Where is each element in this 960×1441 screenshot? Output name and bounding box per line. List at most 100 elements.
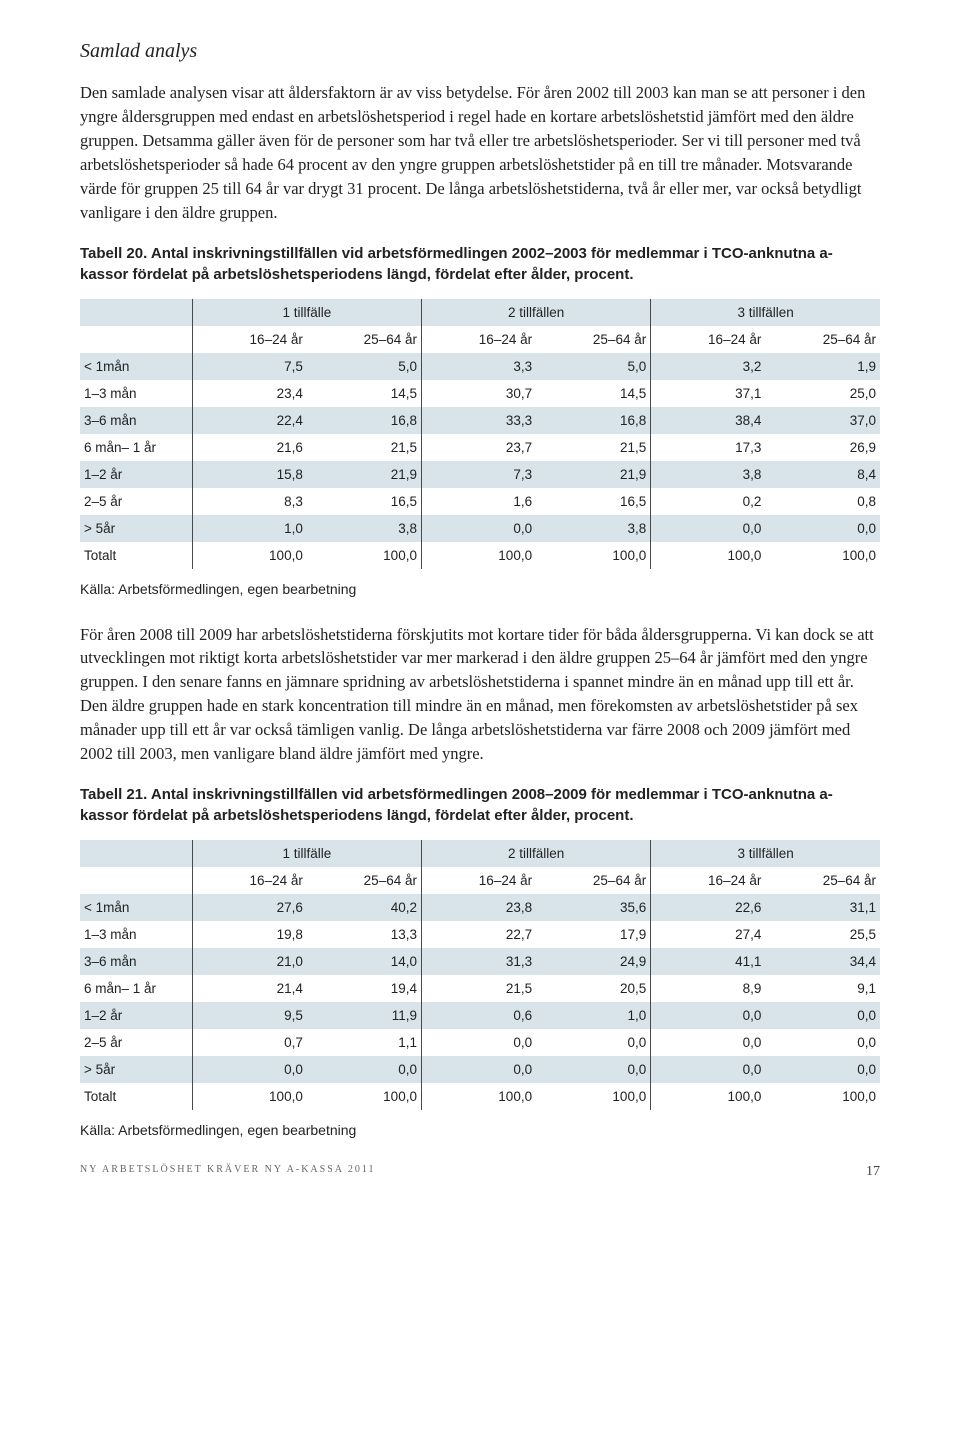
table-cell: 41,1 <box>651 948 766 975</box>
table-cell: 100,0 <box>421 542 536 569</box>
table-cell: 22,7 <box>421 921 536 948</box>
table-cell: 35,6 <box>536 894 651 921</box>
sub-header: 16–24 år <box>651 326 766 353</box>
sub-header-blank <box>80 326 192 353</box>
table-cell: 100,0 <box>421 1083 536 1110</box>
table-cell: 0,0 <box>536 1029 651 1056</box>
page-number: 17 <box>866 1164 880 1180</box>
group-header: 2 tillfällen <box>421 840 650 867</box>
table-cell: 31,3 <box>421 948 536 975</box>
table-cell: 0,0 <box>765 1002 880 1029</box>
row-label: 6 mån– 1 år <box>80 434 192 461</box>
table-cell: 5,0 <box>307 353 422 380</box>
table-row: 3–6 mån21,014,031,324,941,134,4 <box>80 948 880 975</box>
table-cell: 16,8 <box>536 407 651 434</box>
table-cell: 23,8 <box>421 894 536 921</box>
table-cell: 14,0 <box>307 948 422 975</box>
table-cell: 17,9 <box>536 921 651 948</box>
table-cell: 21,6 <box>192 434 307 461</box>
table-cell: 21,9 <box>307 461 422 488</box>
table-cell: 8,3 <box>192 488 307 515</box>
table-row: > 5år1,03,80,03,80,00,0 <box>80 515 880 542</box>
table-cell: 0,0 <box>421 1029 536 1056</box>
row-label: Totalt <box>80 1083 192 1110</box>
table-cell: 1,1 <box>307 1029 422 1056</box>
table-stub-header <box>80 840 192 867</box>
data-table-21: 1 tillfälle 2 tillfällen 3 tillfällen 16… <box>80 840 880 1110</box>
table-cell: 0,0 <box>536 1056 651 1083</box>
table-cell: 1,0 <box>192 515 307 542</box>
sub-header: 16–24 år <box>651 867 766 894</box>
table-cell: 21,5 <box>307 434 422 461</box>
table-cell: 17,3 <box>651 434 766 461</box>
sub-header: 25–64 år <box>307 326 422 353</box>
table-cell: 24,9 <box>536 948 651 975</box>
table-cell: 100,0 <box>651 1083 766 1110</box>
table-cell: 15,8 <box>192 461 307 488</box>
table-cell: 30,7 <box>421 380 536 407</box>
table-cell: 16,5 <box>536 488 651 515</box>
table-cell: 20,5 <box>536 975 651 1002</box>
sub-header: 25–64 år <box>307 867 422 894</box>
table-cell: 0,8 <box>765 488 880 515</box>
table-row: < 1mån27,640,223,835,622,631,1 <box>80 894 880 921</box>
table-row: 1–3 mån23,414,530,714,537,125,0 <box>80 380 880 407</box>
table-cell: 1,6 <box>421 488 536 515</box>
table-cell: 0,0 <box>651 1029 766 1056</box>
sub-header: 16–24 år <box>192 326 307 353</box>
section-heading: Samlad analys <box>80 40 880 63</box>
table21-caption: Tabell 21. Antal inskrivningstillfällen … <box>80 784 880 826</box>
table-cell: 21,5 <box>421 975 536 1002</box>
table-row: 3–6 mån22,416,833,316,838,437,0 <box>80 407 880 434</box>
table-cell: 100,0 <box>192 1083 307 1110</box>
table-row: > 5år0,00,00,00,00,00,0 <box>80 1056 880 1083</box>
table-row: 2–5 år8,316,51,616,50,20,8 <box>80 488 880 515</box>
table-cell: 11,9 <box>307 1002 422 1029</box>
row-label: > 5år <box>80 515 192 542</box>
table-cell: 7,3 <box>421 461 536 488</box>
table-cell: 31,1 <box>765 894 880 921</box>
sub-header: 16–24 år <box>421 867 536 894</box>
table-cell: 1,9 <box>765 353 880 380</box>
group-header: 1 tillfälle <box>192 840 421 867</box>
sub-header: 25–64 år <box>536 867 651 894</box>
body-paragraph-2: För åren 2008 till 2009 har arbetslöshet… <box>80 623 880 767</box>
table-cell: 27,6 <box>192 894 307 921</box>
table-cell: 5,0 <box>536 353 651 380</box>
table-cell: 9,5 <box>192 1002 307 1029</box>
table21: 1 tillfälle 2 tillfällen 3 tillfällen 16… <box>80 840 880 1110</box>
table-row: Totalt100,0100,0100,0100,0100,0100,0 <box>80 1083 880 1110</box>
table-cell: 0,0 <box>421 1056 536 1083</box>
table-cell: 100,0 <box>536 542 651 569</box>
table-row: Totalt100,0100,0100,0100,0100,0100,0 <box>80 542 880 569</box>
table-cell: 23,7 <box>421 434 536 461</box>
table-row: 6 mån– 1 år21,621,523,721,517,326,9 <box>80 434 880 461</box>
table-cell: 100,0 <box>192 542 307 569</box>
table20-caption: Tabell 20. Antal inskrivningstillfällen … <box>80 243 880 285</box>
table-cell: 25,5 <box>765 921 880 948</box>
body-paragraph-1: Den samlade analysen visar att åldersfak… <box>80 81 880 225</box>
row-label: 1–2 år <box>80 1002 192 1029</box>
table-cell: 0,0 <box>765 515 880 542</box>
sub-header: 16–24 år <box>421 326 536 353</box>
table-cell: 8,4 <box>765 461 880 488</box>
table-stub-header <box>80 299 192 326</box>
table-row: 1–3 mån19,813,322,717,927,425,5 <box>80 921 880 948</box>
row-label: 1–3 mån <box>80 380 192 407</box>
table-cell: 38,4 <box>651 407 766 434</box>
table-cell: 19,4 <box>307 975 422 1002</box>
table-cell: 3,3 <box>421 353 536 380</box>
table-row: 2–5 år0,71,10,00,00,00,0 <box>80 1029 880 1056</box>
page-footer: NY ARBETSLÖSHET KRÄVER NY A-KASSA 2011 1… <box>80 1164 880 1180</box>
sub-header: 25–64 år <box>765 867 880 894</box>
table-cell: 100,0 <box>765 1083 880 1110</box>
table-cell: 0,0 <box>307 1056 422 1083</box>
table-cell: 100,0 <box>651 542 766 569</box>
table-cell: 3,8 <box>536 515 651 542</box>
group-header: 2 tillfällen <box>421 299 650 326</box>
table-cell: 33,3 <box>421 407 536 434</box>
sub-header: 25–64 år <box>536 326 651 353</box>
table-row: 6 mån– 1 år21,419,421,520,58,99,1 <box>80 975 880 1002</box>
table-cell: 0,0 <box>421 515 536 542</box>
table-cell: 40,2 <box>307 894 422 921</box>
